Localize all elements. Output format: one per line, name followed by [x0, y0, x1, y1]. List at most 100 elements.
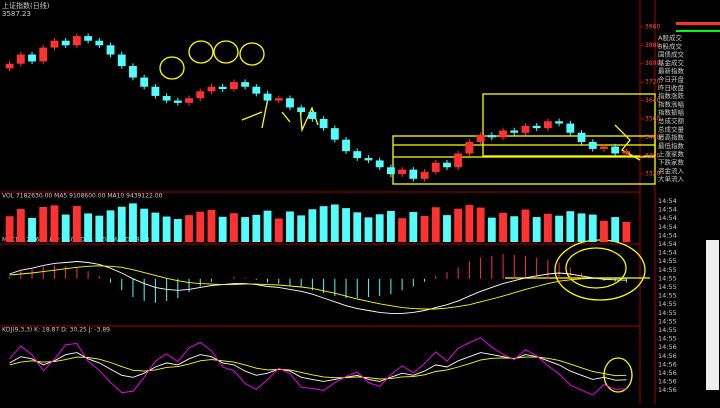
- volume-bar: [61, 214, 70, 242]
- candle-body: [364, 158, 373, 161]
- volume-bar: [196, 211, 205, 242]
- volume-bar: [207, 209, 216, 242]
- indicator-line: [9, 352, 627, 382]
- candle-body: [521, 125, 530, 133]
- candle-body: [162, 95, 171, 101]
- candle-body: [129, 66, 137, 78]
- chart-subtitle: 3587.23: [2, 10, 31, 18]
- info-label: 最高指数: [658, 133, 685, 142]
- trade-time: 14:55: [658, 309, 677, 317]
- volume-bar: [499, 212, 507, 242]
- volume-bar: [342, 208, 350, 242]
- candle-body: [499, 130, 507, 138]
- y-tick-label: 3800: [645, 60, 660, 67]
- trade-time: 14:55: [658, 257, 677, 265]
- hand-writing: [241, 97, 319, 133]
- volume-bar: [39, 207, 48, 242]
- trade-time: 14:55: [658, 326, 677, 334]
- volume-bar: [622, 221, 631, 242]
- hand-circle: [565, 247, 627, 289]
- candle-body: [5, 63, 14, 69]
- hand-circle: [159, 56, 185, 80]
- indicator-line: [9, 337, 627, 396]
- volume-bar: [543, 213, 552, 242]
- trade-time: 14:54: [658, 223, 677, 231]
- volume-bar: [72, 205, 81, 242]
- trade-time: 14:55: [658, 274, 677, 282]
- candle-body: [611, 146, 620, 154]
- trade-time: 14:56: [658, 369, 677, 377]
- candle-body: [588, 141, 597, 149]
- volume-bar: [386, 210, 395, 242]
- candle-body: [566, 123, 575, 133]
- annotations: [159, 40, 656, 393]
- trade-time: 14:54: [658, 231, 677, 239]
- candle-body: [386, 167, 395, 175]
- trade-time: 14:55: [658, 266, 677, 274]
- info-label: 总成交额: [658, 116, 685, 125]
- volume-bar: [129, 203, 137, 242]
- volume-bar: [487, 217, 496, 242]
- y-tick-label: 3640: [645, 97, 660, 104]
- volume-bar: [566, 211, 575, 242]
- volume-bar: [611, 217, 620, 242]
- volume-bar: [106, 210, 115, 242]
- y-tick-label: 3880: [645, 42, 660, 49]
- candle-body: [207, 86, 216, 92]
- volume-bar: [84, 213, 93, 242]
- candle-body: [28, 54, 36, 62]
- candle-body: [263, 93, 272, 101]
- volume-bar: [218, 216, 227, 242]
- trade-time: 14:56: [658, 378, 677, 386]
- volume-bar: [555, 215, 564, 242]
- hand-circle: [188, 40, 214, 64]
- candle-body: [218, 86, 227, 90]
- info-label: 昨日收盘: [658, 83, 685, 92]
- candle-body: [319, 118, 328, 129]
- volume-bar: [263, 210, 272, 242]
- candle-body: [95, 40, 104, 46]
- trade-time: 14:55: [658, 292, 677, 300]
- y-tick-label: 3960: [645, 23, 660, 30]
- candle-body: [543, 121, 552, 129]
- volume-bar: [95, 215, 104, 242]
- candle-body: [577, 132, 586, 142]
- volume-bar: [454, 208, 463, 242]
- candle-body: [39, 47, 48, 62]
- volume-bar: [431, 207, 440, 242]
- candle-body: [409, 169, 418, 179]
- candle-body: [443, 162, 451, 168]
- candle-body: [140, 77, 149, 87]
- info-label: 上涨家数: [658, 149, 685, 158]
- volume-bar: [173, 219, 182, 242]
- volume-bar: [443, 215, 451, 242]
- trade-time: 14:56: [658, 360, 677, 368]
- y-tick-label: 3320: [645, 171, 660, 178]
- trade-time: 14:56: [658, 386, 677, 394]
- candle-body: [555, 121, 564, 124]
- candle-body: [454, 153, 463, 168]
- y-tick-label: 3480: [645, 134, 660, 141]
- candle-body: [308, 112, 317, 119]
- candle-body: [229, 82, 238, 90]
- trade-time: 14:55: [658, 283, 677, 291]
- candle-body: [330, 128, 339, 140]
- candle-body: [84, 36, 93, 41]
- candle-body: [72, 36, 81, 46]
- candle-body: [342, 139, 350, 152]
- volume-bar: [117, 206, 126, 242]
- volume-bar: [308, 209, 317, 242]
- volume-bar: [319, 206, 328, 242]
- info-label: 总成交量: [658, 124, 685, 133]
- candle-body: [16, 54, 25, 64]
- candle-body: [106, 45, 115, 55]
- volume-bar: [420, 215, 429, 242]
- candle-body: [185, 98, 193, 103]
- candle-body: [297, 107, 306, 113]
- trade-time: 14:55: [658, 300, 677, 308]
- candle-body: [420, 171, 429, 179]
- candle-body: [252, 86, 261, 94]
- hand-circle: [603, 357, 633, 393]
